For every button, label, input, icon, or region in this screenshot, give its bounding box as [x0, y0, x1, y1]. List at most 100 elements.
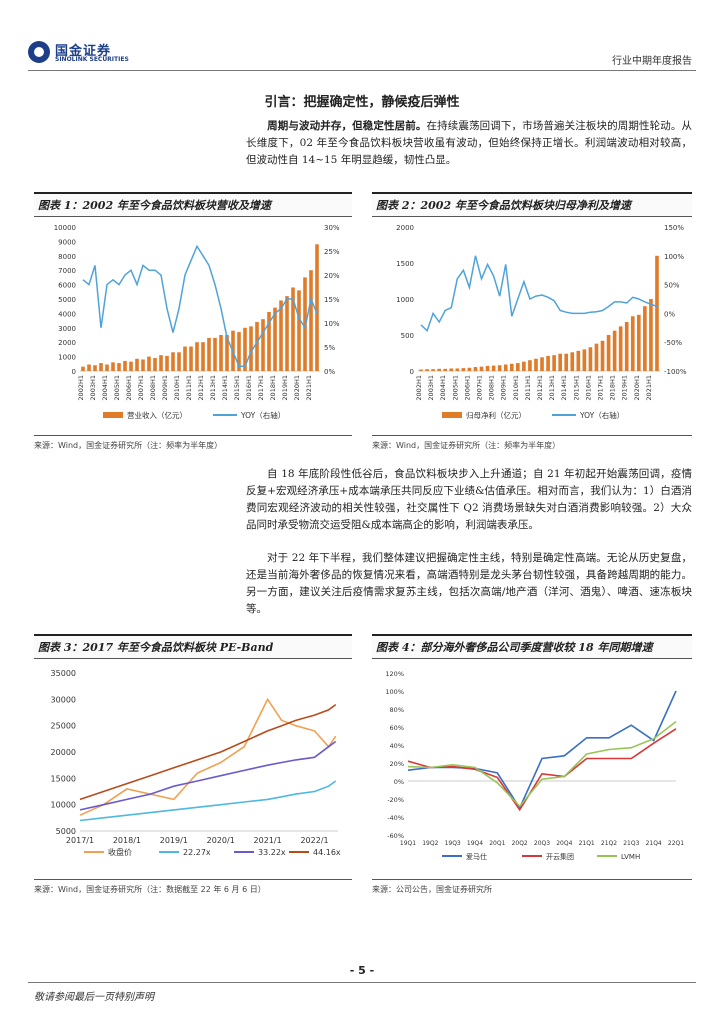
bar	[117, 363, 121, 371]
x-tick-label: 2011H1	[524, 375, 532, 401]
x-tick-label: 2012H1	[197, 375, 205, 401]
bar	[473, 367, 478, 371]
x-tick-label: 2004H1	[101, 375, 109, 401]
y-right-tick-label: 30%	[324, 224, 340, 232]
y-left-tick-label: 1000	[396, 296, 414, 304]
x-tick-label: 20Q3	[534, 840, 550, 847]
y-tick-label: 120%	[385, 670, 404, 678]
figure-3-source: 来源：Wind，国金证券研究所（注：数据截至 22 年 6 月 6 日）	[34, 879, 352, 895]
bar	[503, 364, 508, 371]
bar	[528, 360, 532, 371]
bar	[249, 326, 253, 371]
x-tick-label: 2008H1	[488, 375, 496, 401]
y-right-tick-label: -50%	[664, 339, 682, 347]
x-tick-label: 2004H1	[439, 375, 447, 401]
x-tick-label: 21Q2	[601, 840, 617, 847]
y-right-tick-label: 15%	[324, 296, 340, 304]
bar	[606, 335, 611, 371]
logo-en-text: SINOLINK SECURITIES	[55, 56, 129, 63]
y-tick-label: 30000	[51, 695, 76, 704]
y-left-tick-label: 9000	[58, 238, 76, 246]
bar	[655, 255, 659, 371]
header-divider	[28, 70, 696, 71]
yoy-line	[420, 255, 658, 333]
legend-line-label: YOY（右轴）	[240, 410, 285, 420]
x-tick-label: 2013H1	[548, 375, 556, 401]
chart-2: 0 500 1000 1500 2000 -100% -50% 0% 50% 100% 150% 20…	[396, 224, 687, 420]
bar	[315, 244, 319, 371]
report-type: 行业中期年度报告	[612, 56, 692, 67]
bar	[105, 364, 109, 371]
bar	[99, 363, 103, 371]
bar	[558, 353, 562, 371]
x-tick-label: 2005H1	[451, 375, 459, 401]
x-tick-label: 2015H1	[572, 375, 580, 401]
y-left-tick-label: 0	[410, 368, 414, 376]
x-tick-label: 2019H1	[621, 375, 629, 401]
x-tick-label: 2018H1	[609, 375, 617, 401]
bar	[81, 366, 85, 371]
x-tick-label: 2019H1	[281, 375, 289, 401]
y-right-tick-label: 100%	[664, 253, 684, 261]
figure-2-source: 来源：Wind，国金证券研究所（注：频率为半年度）	[372, 435, 692, 451]
paragraph-2: 自 18 年底阶段性低谷后，食品饮料板块步入上升通道；自 21 年初起开始震荡回…	[246, 468, 692, 531]
bar	[153, 358, 157, 371]
bar	[618, 326, 623, 371]
x-tick-label: 2009H1	[500, 375, 508, 401]
bar	[534, 358, 538, 371]
bar	[485, 365, 490, 371]
bar	[479, 366, 484, 371]
bar	[437, 368, 441, 371]
x-tick-label: 2006H1	[463, 375, 471, 401]
y-right-tick-label: 25%	[324, 248, 340, 256]
x-tick-label: 2021/1	[254, 836, 282, 845]
x-tick-label: 2014H1	[560, 375, 568, 401]
y-right-tick-label: 0%	[664, 310, 675, 318]
x-tick-label: 2013H1	[209, 375, 217, 401]
legend-label: 开云集团	[546, 852, 574, 861]
x-tick-label: 2005H1	[113, 375, 121, 401]
figure-3-title: 图表 3：2017 年至今食品饮料板块 PE-Band	[34, 634, 352, 659]
bar	[219, 335, 223, 371]
legend-line-label: YOY（右轴）	[579, 410, 624, 420]
bar	[243, 327, 247, 371]
series-line	[79, 697, 337, 816]
bar	[449, 368, 454, 371]
logo-cn-text: 国金证券	[55, 44, 112, 59]
bar	[419, 369, 423, 371]
bar	[582, 349, 587, 371]
x-tick-label: 2014H1	[221, 375, 229, 401]
bar	[297, 290, 301, 371]
y-tick-label: 5000	[56, 827, 76, 836]
legend-label: LVMH	[621, 853, 640, 861]
bar	[552, 355, 556, 371]
bar	[237, 332, 241, 371]
x-tick-label: 2017H1	[257, 375, 265, 401]
x-tick-label: 2010H1	[173, 375, 181, 401]
bar	[285, 296, 289, 371]
figure-3: 图表 3：2017 年至今食品饮料板块 PE-Band 5000 10000 150…	[34, 634, 352, 895]
y-tick-label: 35000	[51, 669, 76, 678]
y-tick-label: 25000	[51, 722, 76, 731]
bar	[467, 367, 472, 371]
figure-1-title: 图表 1：2002 年至今食品饮料板块营收及增速	[34, 192, 352, 217]
bar	[93, 365, 97, 371]
x-tick-label: 2007H1	[476, 375, 484, 401]
x-tick-label: 19Q3	[445, 840, 461, 847]
series-line	[79, 780, 337, 822]
bar	[612, 330, 617, 371]
chart-3: 5000 10000 15000 20000 25000 30000 35000 2017/1…	[51, 669, 341, 857]
x-tick-label: 2018H1	[269, 375, 277, 401]
x-tick-label: 2020H1	[293, 375, 301, 401]
section-title: 引言：把握确定性，静候疫后弹性	[264, 95, 460, 110]
figure-4: 图表 4：部分海外奢侈品公司季度营收较 18 年同期增速 -60% -40% -20…	[372, 634, 692, 895]
legend-label: 收盘价	[108, 847, 132, 857]
bar	[600, 340, 605, 371]
x-tick-label: 2012H1	[536, 375, 544, 401]
bar	[147, 356, 151, 371]
x-tick-label: 19Q4	[467, 840, 483, 847]
bar	[522, 361, 526, 371]
figure-4-title: 图表 4：部分海外奢侈品公司季度营收较 18 年同期增速	[372, 634, 692, 659]
series-line	[407, 690, 677, 810]
x-tick-label: 2002H1	[415, 375, 423, 401]
